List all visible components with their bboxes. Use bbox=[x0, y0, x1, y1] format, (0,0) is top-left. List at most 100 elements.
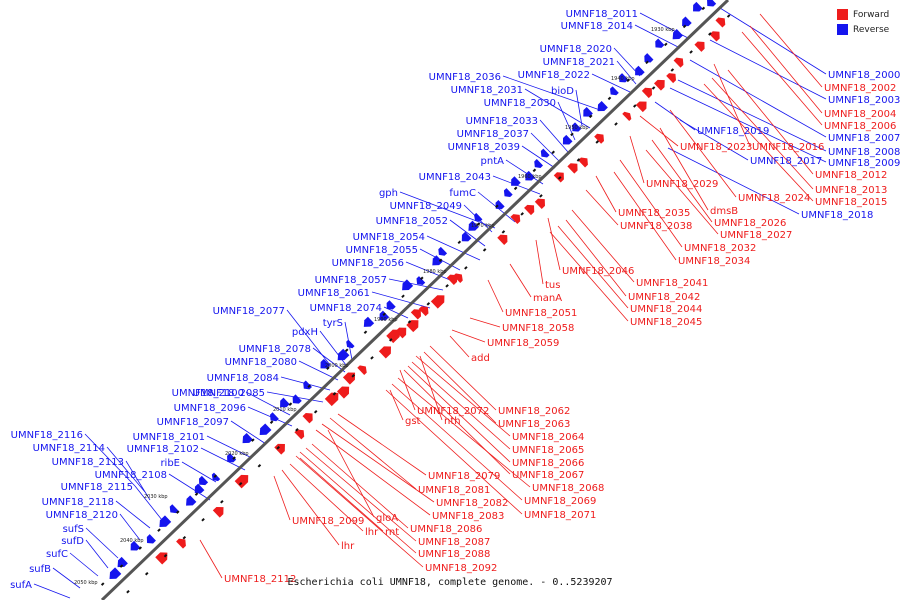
gene-label: UMNF18_2088 bbox=[418, 549, 490, 560]
gene-label: UMNF18_2045 bbox=[630, 317, 702, 328]
tick-label: 1990 kbp bbox=[374, 317, 398, 323]
axis-dash bbox=[269, 420, 274, 424]
axis-dash bbox=[175, 510, 180, 514]
legend-reverse-label: Reverse bbox=[853, 24, 890, 35]
axis-dash bbox=[595, 140, 600, 144]
gene-label: dmsB bbox=[710, 206, 738, 217]
label-leader bbox=[547, 217, 561, 271]
label-leader bbox=[709, 39, 827, 100]
tick-label: 2000 kbp bbox=[325, 363, 349, 369]
gene-label: UMNF18_2039 bbox=[448, 142, 520, 153]
label-leader bbox=[677, 79, 827, 152]
gene-label: UMNF18_2019 bbox=[697, 126, 769, 137]
gene-label: UMNF18_2085 bbox=[193, 388, 265, 399]
gene-label: sufD bbox=[61, 536, 84, 547]
axis-dash bbox=[501, 230, 506, 234]
axis-dash bbox=[407, 320, 412, 324]
reverse-gene bbox=[320, 358, 331, 369]
reverse-swatch bbox=[837, 24, 848, 35]
label-leader bbox=[505, 159, 544, 185]
gene-label: UMNF18_2049 bbox=[390, 201, 462, 212]
reverse-gene bbox=[693, 1, 703, 12]
gene-label: UMNF18_2100 bbox=[172, 388, 244, 399]
gene-label: UMNF18_2033 bbox=[466, 116, 538, 127]
label-leader bbox=[575, 89, 583, 127]
axis-dash bbox=[464, 266, 468, 270]
gene-label: lhr bbox=[341, 541, 355, 552]
gene-label: sufC bbox=[46, 549, 68, 560]
axis-dash bbox=[100, 582, 105, 586]
label-leader bbox=[557, 225, 629, 309]
gene-label: UMNF18_2056 bbox=[332, 258, 404, 269]
legend: Forward Reverse bbox=[837, 7, 900, 37]
label-leader bbox=[595, 175, 617, 213]
forward-gene bbox=[497, 234, 508, 245]
label-leader bbox=[298, 360, 339, 381]
label-leader bbox=[565, 219, 627, 297]
reverse-gene bbox=[194, 483, 205, 494]
reverse-gene bbox=[707, 0, 717, 7]
reverse-gene bbox=[130, 540, 141, 551]
gene-label: UMNF18_2023 bbox=[680, 142, 752, 153]
reverse-gene bbox=[635, 65, 645, 76]
reverse-gene bbox=[227, 453, 237, 463]
axis-dash bbox=[213, 474, 218, 478]
forward-gene bbox=[302, 413, 313, 424]
label-leader bbox=[106, 446, 146, 493]
label-leader bbox=[634, 24, 681, 49]
gene-label: UMNF18_2000 bbox=[828, 70, 900, 81]
axis-dash bbox=[495, 204, 499, 209]
gene-label: UMNF18_2065 bbox=[512, 445, 584, 456]
gene-label: gloA bbox=[376, 513, 398, 524]
reverse-gene bbox=[534, 159, 543, 168]
gene-label: UMNF18_2082 bbox=[436, 498, 508, 509]
reverse-gene bbox=[655, 38, 665, 48]
gene-label: UMNF18_2021 bbox=[543, 57, 615, 68]
forward-gene bbox=[357, 365, 367, 375]
gene-label: UMNF18_2024 bbox=[738, 193, 810, 204]
gene-label: UMNF18_2035 bbox=[618, 208, 690, 219]
reverse-gene bbox=[242, 432, 253, 444]
axis-dash bbox=[401, 294, 405, 299]
axis-dash bbox=[326, 366, 330, 370]
gene-label: UMNF18_2067 bbox=[512, 470, 584, 481]
label-leader bbox=[305, 447, 417, 542]
gene-label: UMNF18_2002 bbox=[824, 83, 896, 94]
gene-label: add bbox=[471, 353, 490, 364]
reverse-gene bbox=[525, 170, 535, 181]
axis-dash bbox=[726, 14, 731, 18]
gene-label: UMNF18_2066 bbox=[512, 458, 584, 469]
gene-label: tus bbox=[545, 280, 560, 291]
gene-label: UMNF18_2051 bbox=[505, 308, 577, 319]
gene-label: UMNF18_2006 bbox=[824, 121, 896, 132]
axis-dash bbox=[157, 528, 161, 532]
axis-dash bbox=[445, 284, 449, 288]
gene-label: UMNF18_2072 bbox=[417, 406, 489, 417]
reverse-gene bbox=[540, 148, 550, 158]
label-leader bbox=[168, 473, 211, 501]
gene-label: UMNF18_2116 bbox=[11, 430, 83, 441]
legend-reverse: Reverse bbox=[837, 22, 900, 37]
label-leader bbox=[651, 139, 713, 223]
forward-gene bbox=[418, 306, 429, 317]
label-leader bbox=[371, 291, 431, 309]
forward-gene bbox=[176, 538, 186, 549]
gene-label: UMNF18_2108 bbox=[95, 470, 167, 481]
forward-gene bbox=[378, 346, 391, 359]
label-leader bbox=[405, 261, 456, 283]
gene-label: UMNF18_2101 bbox=[133, 432, 205, 443]
label-leader bbox=[509, 263, 532, 298]
label-leader bbox=[85, 527, 119, 559]
label-leader bbox=[321, 423, 435, 503]
label-leader bbox=[535, 239, 544, 285]
gene-label: UMNF18_2026 bbox=[714, 218, 786, 229]
reverse-gene bbox=[610, 86, 619, 96]
forward-gene bbox=[510, 214, 521, 225]
label-leader bbox=[521, 145, 556, 169]
gene-label: bioD bbox=[551, 86, 574, 97]
reverse-gene bbox=[363, 316, 375, 327]
reverse-gene bbox=[303, 380, 312, 390]
gene-label: UMNF18_2015 bbox=[815, 197, 887, 208]
axis-dash bbox=[251, 438, 255, 442]
gene-label: UMNF18_2118 bbox=[42, 497, 114, 508]
